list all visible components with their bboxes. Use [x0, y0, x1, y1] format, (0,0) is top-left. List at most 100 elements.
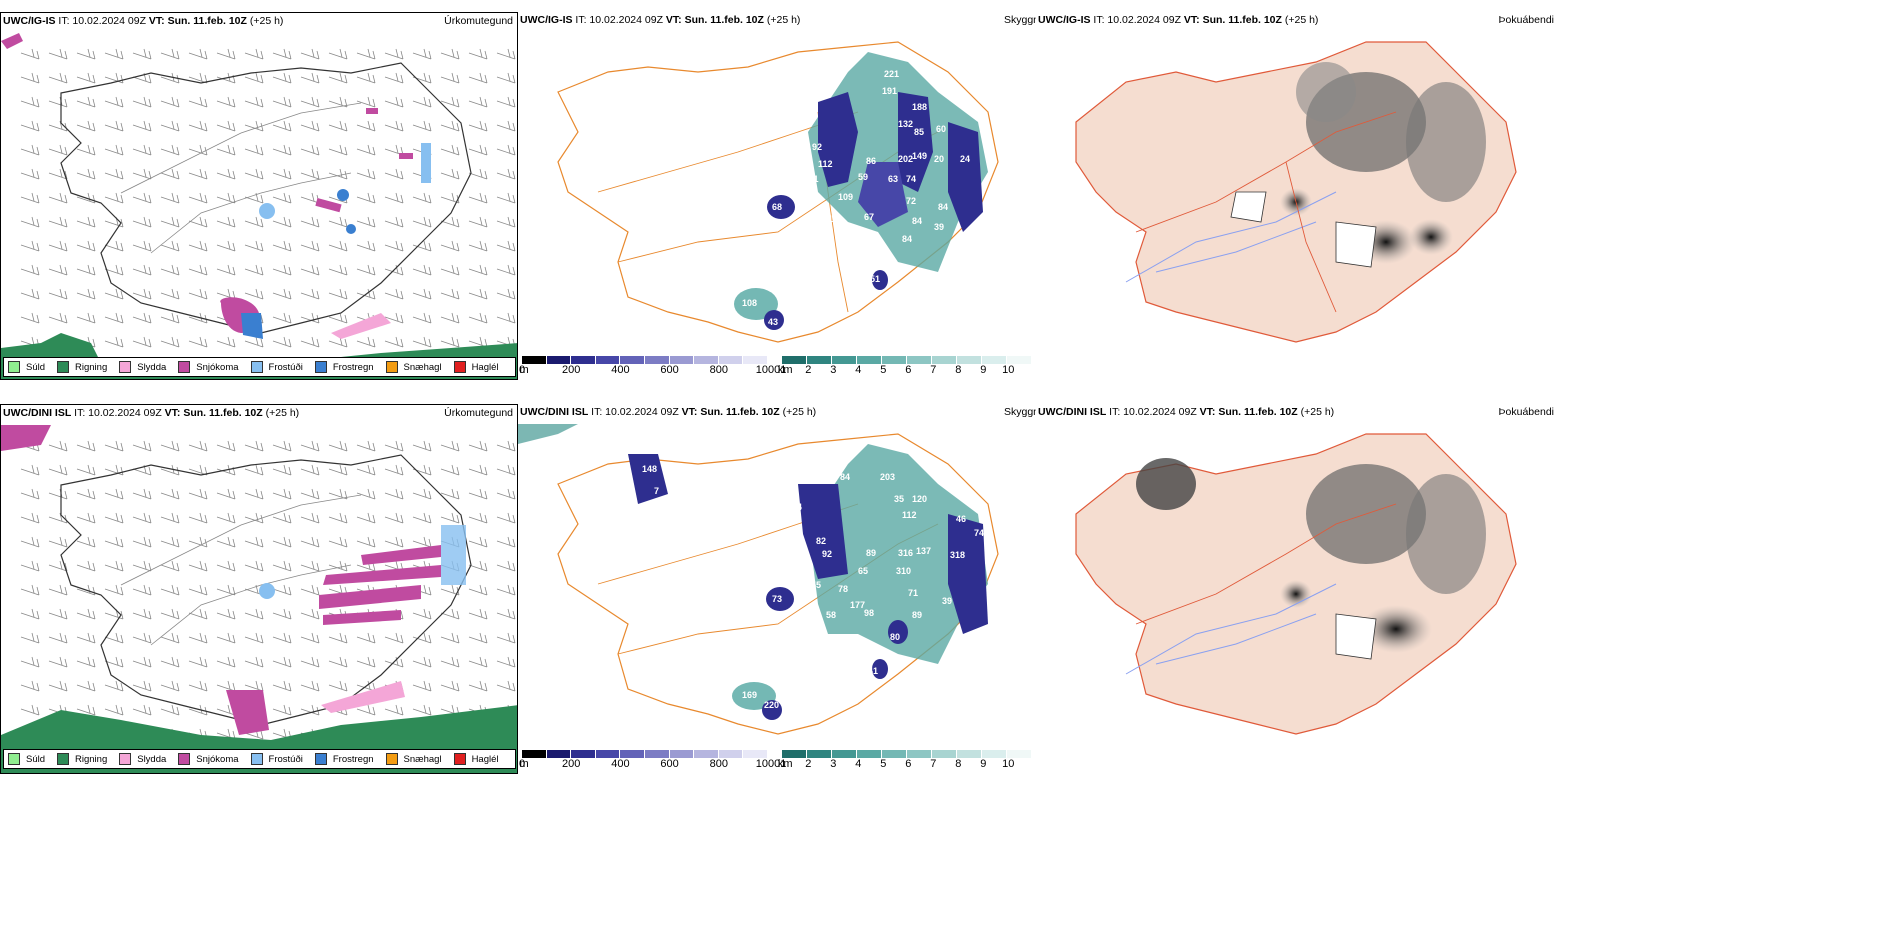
iceland-visibility-map: 148 7 203 84 35 120 46 112 84 82 96 92 89 316 1… — [518, 424, 999, 735]
svg-text:43: 43 — [768, 317, 778, 327]
svg-text:316: 316 — [898, 548, 913, 558]
scale-tick: 2 — [805, 758, 812, 770]
scale-cell — [669, 750, 695, 758]
precip-type-map-top: UWC/IG-IS IT: 10.02.2024 09Z VT: Sun. 11… — [0, 12, 518, 380]
scale-cell — [620, 356, 645, 364]
model-name: UWC/IG-IS — [3, 15, 56, 27]
legend-item: Frostregn — [314, 361, 374, 373]
scale-cell — [932, 356, 957, 364]
panel-title-visibility-bottom: Skyggni — [1004, 406, 1042, 418]
svg-text:73: 73 — [772, 594, 782, 604]
scale-tick: 600 — [660, 364, 679, 376]
scale-cell — [718, 356, 744, 364]
visibility-scale-km: 1 2 3 4 5 6 7 8 9 10 — [780, 356, 1032, 380]
svg-text:149: 149 — [912, 151, 927, 161]
svg-text:84: 84 — [912, 216, 922, 226]
scale-cell — [595, 356, 621, 364]
svg-text:15: 15 — [828, 214, 838, 224]
svg-text:104: 104 — [780, 144, 795, 154]
svg-text:35: 35 — [894, 494, 904, 504]
scale-tick: 200 — [562, 364, 581, 376]
svg-text:84: 84 — [902, 234, 912, 244]
scale-cell — [982, 356, 1007, 364]
svg-text:455: 455 — [806, 580, 821, 590]
scale-cell — [1007, 750, 1032, 758]
legend-item: Snjókoma — [178, 361, 239, 373]
svg-text:203: 203 — [880, 472, 895, 482]
scale-cell — [546, 356, 572, 364]
svg-text:188: 188 — [912, 102, 927, 112]
scale-cell — [857, 750, 882, 758]
legend-item: Haglél — [453, 361, 499, 373]
scale-tick: 4 — [855, 364, 862, 376]
svg-text:177: 177 — [850, 600, 865, 610]
iceland-precip-map — [1, 33, 517, 379]
panel-title-visibility-top: Skyggni — [1004, 14, 1042, 26]
scale-cell — [932, 750, 957, 758]
scale-unit-km: km — [777, 758, 793, 770]
scale-cell — [1007, 356, 1032, 364]
scale-cell — [957, 750, 982, 758]
scale-cell — [907, 356, 932, 364]
scale-cell — [807, 750, 832, 758]
panel-title: Úrkomutegund — [444, 15, 513, 27]
scale-cell — [595, 750, 621, 758]
scale-tick: 3 — [830, 364, 837, 376]
legend-item: Snæhagl — [385, 753, 442, 765]
svg-text:112: 112 — [818, 159, 833, 169]
svg-text:65: 65 — [858, 566, 868, 576]
scale-tick: 7 — [930, 758, 937, 770]
svg-text:318: 318 — [950, 550, 965, 560]
scale-tick: 800 — [709, 758, 728, 770]
scale-unit-km: km — [777, 364, 793, 376]
scale-tick: 1000 — [755, 758, 781, 770]
visibility-map-top: UWC/IG-IS IT: 10.02.2024 09Z VT: Sun. 11… — [518, 12, 1038, 380]
init-time: IT: 10.02.2024 09Z — [55, 15, 149, 27]
svg-text:58: 58 — [826, 610, 836, 620]
svg-text:120: 120 — [912, 494, 927, 504]
scale-tick: 0 — [518, 364, 526, 376]
scale-tick: 5 — [880, 364, 887, 376]
scale-cell — [832, 750, 857, 758]
scale-tick: 9 — [980, 758, 987, 770]
svg-text:211: 211 — [804, 174, 819, 184]
svg-text:68: 68 — [772, 202, 782, 212]
svg-text:191: 191 — [882, 86, 897, 96]
panel-header: UWC/DINI ISL IT: 10.02.2024 09Z VT: Sun.… — [520, 406, 817, 418]
svg-text:59: 59 — [858, 172, 868, 182]
svg-text:71: 71 — [908, 588, 918, 598]
scale-tick: 1 — [780, 758, 787, 770]
scale-cell — [782, 356, 807, 364]
panel-header: UWC/DINI ISL IT: 10.02.2024 09Z VT: Sun.… — [1038, 406, 1335, 418]
scale-tick: 2 — [805, 364, 812, 376]
scale-cell — [571, 356, 596, 364]
panel-header: UWC/IG-IS IT: 10.02.2024 09Z VT: Sun. 11… — [1038, 14, 1319, 26]
svg-text:46: 46 — [956, 514, 966, 524]
legend-item: Slydda — [119, 361, 166, 373]
scale-cell — [522, 750, 547, 758]
svg-text:24: 24 — [960, 154, 970, 164]
svg-text:98: 98 — [772, 122, 782, 132]
scale-cell — [620, 750, 645, 758]
visibility-scale-m: 0 200 400 600 800 1000 m km — [519, 750, 793, 774]
legend-item: Snæhagl — [385, 361, 442, 373]
scale-cell — [907, 750, 932, 758]
svg-text:82: 82 — [816, 536, 826, 546]
scale-tick: 5 — [880, 758, 887, 770]
scale-tick: 9 — [980, 364, 987, 376]
svg-text:63: 63 — [888, 174, 898, 184]
precip-legend: Súld Rigning Slydda Snjókoma Frostúði Fr… — [3, 749, 516, 769]
scale-unit-m: m — [519, 758, 529, 770]
scale-tick: 400 — [611, 758, 630, 770]
scale-cell — [957, 356, 982, 364]
legend-item: Slydda — [119, 753, 166, 765]
svg-text:51: 51 — [870, 274, 880, 284]
svg-text:20: 20 — [934, 154, 944, 164]
panel-header: UWC/IG-IS IT: 10.02.2024 09Z VT: Sun. 11… — [520, 14, 801, 26]
svg-text:74: 74 — [974, 528, 984, 538]
svg-text:84: 84 — [840, 472, 850, 482]
svg-text:310: 310 — [896, 566, 911, 576]
scale-tick: 200 — [562, 758, 581, 770]
svg-text:80: 80 — [890, 632, 900, 642]
scale-cell — [546, 750, 572, 758]
